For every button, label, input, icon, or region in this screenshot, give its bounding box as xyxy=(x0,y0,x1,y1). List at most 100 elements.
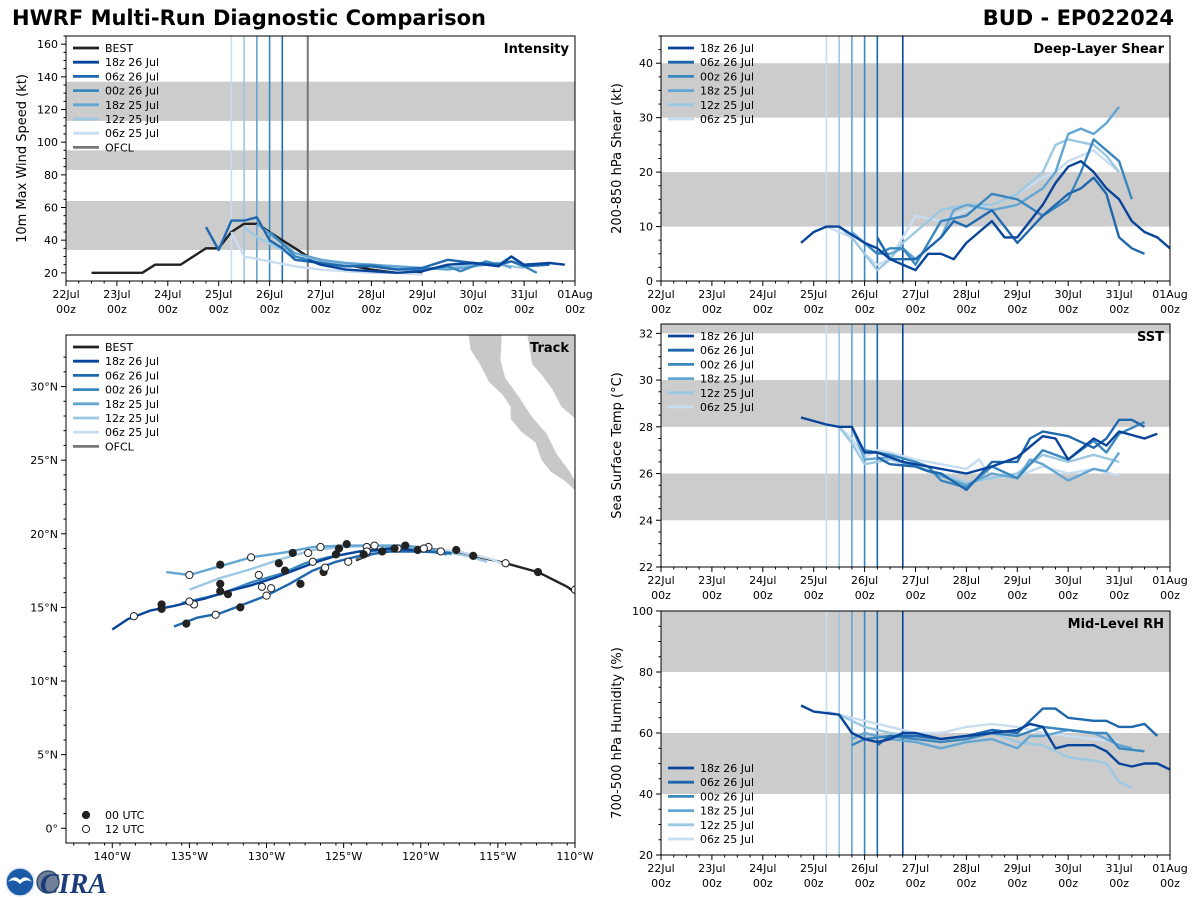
x-tick-label-bottom: 00z xyxy=(804,589,824,602)
plot-area xyxy=(111,335,575,631)
x-tick-label-top: 25Jul xyxy=(800,862,827,875)
marker-legend-label: 12 UTC xyxy=(105,823,145,836)
x-tick-label-top: 23Jul xyxy=(698,574,725,587)
x-tick-label-bottom: 00z xyxy=(906,589,926,602)
track-marker-00utc xyxy=(216,587,225,596)
cira-logo: CIRA xyxy=(5,867,107,900)
x-tick-label-bottom: 00z xyxy=(1007,303,1027,316)
series-line-18z-26-jul xyxy=(800,160,1170,272)
x-tick-label-top: 26Jul xyxy=(851,862,878,875)
series-line-00z-26-jul xyxy=(863,138,1133,266)
shaded-band xyxy=(661,611,1170,672)
series-line-06z-26-jul xyxy=(204,216,550,271)
x-tick-label-top: 01Aug xyxy=(1152,288,1187,301)
storm-id: BUD - EP022024 xyxy=(982,6,1174,30)
legend-label: 06z 25 Jul xyxy=(700,833,754,846)
y-tick-label: 20 xyxy=(44,267,58,280)
land-mainland-mexico xyxy=(526,335,575,420)
y-tick-label: 100 xyxy=(37,136,58,149)
x-tick-label-bottom: 00z xyxy=(463,303,483,316)
plot-area xyxy=(661,611,1170,855)
shaded-band xyxy=(661,473,1170,521)
x-tick-label-bottom: 00z xyxy=(1058,877,1078,890)
track-marker-00utc xyxy=(274,559,283,568)
x-tick-label-bottom: 00z xyxy=(1058,589,1078,602)
legend-label: 00z 26 Jul xyxy=(700,790,754,803)
y-tick-label: 140 xyxy=(37,71,58,84)
series-line-06z-25-jul xyxy=(826,710,1120,744)
track-marker-00utc xyxy=(288,548,297,558)
x-tick-label-bottom: 00z xyxy=(957,877,977,890)
x-tick-label-bottom: 00z xyxy=(651,303,671,316)
x-tick-label-bottom: 00z xyxy=(1109,303,1129,316)
x-tick-label-top: 28Jul xyxy=(953,574,980,587)
x-tick-label-bottom: 00z xyxy=(855,589,875,602)
legend-label: 06z 25 Jul xyxy=(700,401,754,414)
series-line-18z-25-jul xyxy=(166,544,452,577)
y-axis-label: 700-500 hPa Humidity (%) xyxy=(610,647,625,819)
panel-title: Track xyxy=(530,341,569,356)
y-tick-label: 0° xyxy=(46,822,59,835)
x-tick-label-bottom: 00z xyxy=(702,303,722,316)
x-tick-label-bottom: 00z xyxy=(56,303,76,316)
y-tick-label: 30 xyxy=(639,374,653,387)
y-tick-label: 0 xyxy=(646,275,653,288)
legend-label: 18z 25 Jul xyxy=(700,805,754,818)
x-tick-label-bottom: 00z xyxy=(906,877,926,890)
y-tick-label: 30 xyxy=(639,112,653,125)
y-tick-label: 80 xyxy=(44,169,58,182)
x-tick-label-bottom: 00z xyxy=(412,303,432,316)
legend-label: 18z 25 Jul xyxy=(105,99,159,112)
marker-legend-label: 00 UTC xyxy=(105,809,145,822)
series-line-18z-26-jul xyxy=(800,704,1170,771)
y-tick-label: 30°N xyxy=(30,381,58,394)
y-tick-label: 60 xyxy=(639,727,653,740)
x-tick-label-top: 01Aug xyxy=(1152,574,1187,587)
y-tick-label: 25°N xyxy=(30,454,58,467)
track-marker-00utc xyxy=(469,551,478,560)
x-tick-label-bottom: 00z xyxy=(702,589,722,602)
legend-label: 00z 26 Jul xyxy=(700,70,754,83)
legend-label: 18z 25 Jul xyxy=(700,373,754,386)
x-tick-label: 115°W xyxy=(479,850,516,863)
shaded-band xyxy=(661,380,1170,427)
x-tick-label-bottom: 00z xyxy=(855,877,875,890)
track-marker-12utc xyxy=(436,547,445,556)
x-tick-label-top: 28Jul xyxy=(953,862,980,875)
series-line-06z-26-jul xyxy=(876,418,1146,492)
x-tick-label-top: 25Jul xyxy=(800,574,827,587)
y-tick-label: 20 xyxy=(639,849,653,862)
x-tick-label: 130°W xyxy=(248,850,285,863)
panel-intensity: 22Jul 00z 23Jul 00z 24Jul 00z 25Jul 00z 26Jul 00z… xyxy=(15,35,593,316)
legend-label: BEST xyxy=(105,341,133,354)
x-tick-label-top: 29Jul xyxy=(1004,288,1031,301)
y-tick-label: 32 xyxy=(639,327,653,340)
track-marker-12utc xyxy=(304,548,313,558)
x-tick-label-top: 30Jul xyxy=(460,288,487,301)
x-tick-label-top: 28Jul xyxy=(953,288,980,301)
plot-area xyxy=(661,324,1170,567)
legend-label: 06z 26 Jul xyxy=(105,70,159,83)
legend-label: 06z 26 Jul xyxy=(700,56,754,69)
panel-title: SST xyxy=(1137,330,1164,345)
legend-label: 18z 26 Jul xyxy=(700,330,754,343)
x-tick-label-bottom: 00z xyxy=(957,303,977,316)
x-tick-label-top: 27Jul xyxy=(902,288,929,301)
track-marker-12utc xyxy=(257,582,266,591)
legend-label: 12z 25 Jul xyxy=(700,819,754,832)
series-line-18z-26-jul xyxy=(111,547,414,631)
y-axis-label: 10m Max Wind Speed (kt) xyxy=(15,74,30,243)
y-tick-label: 160 xyxy=(37,38,58,51)
x-tick-label-bottom: 00z xyxy=(1007,877,1027,890)
legend-label: 06z 26 Jul xyxy=(700,344,754,357)
x-tick-label-bottom: 00z xyxy=(651,589,671,602)
x-tick-label-top: 27Jul xyxy=(307,288,334,301)
panel-shear: 22Jul 00z 23Jul 00z 24Jul 00z 25Jul 00z 26Jul 00z… xyxy=(610,35,1188,316)
legend-label: 12z 25 Jul xyxy=(700,99,754,112)
track-marker-00utc xyxy=(401,541,410,550)
track-marker-00utc xyxy=(296,579,305,588)
track-marker-00utc xyxy=(359,550,368,559)
y-tick-label: 15°N xyxy=(30,601,58,614)
legend-label: 18z 26 Jul xyxy=(105,56,159,69)
x-tick-label-bottom: 00z xyxy=(565,303,585,316)
